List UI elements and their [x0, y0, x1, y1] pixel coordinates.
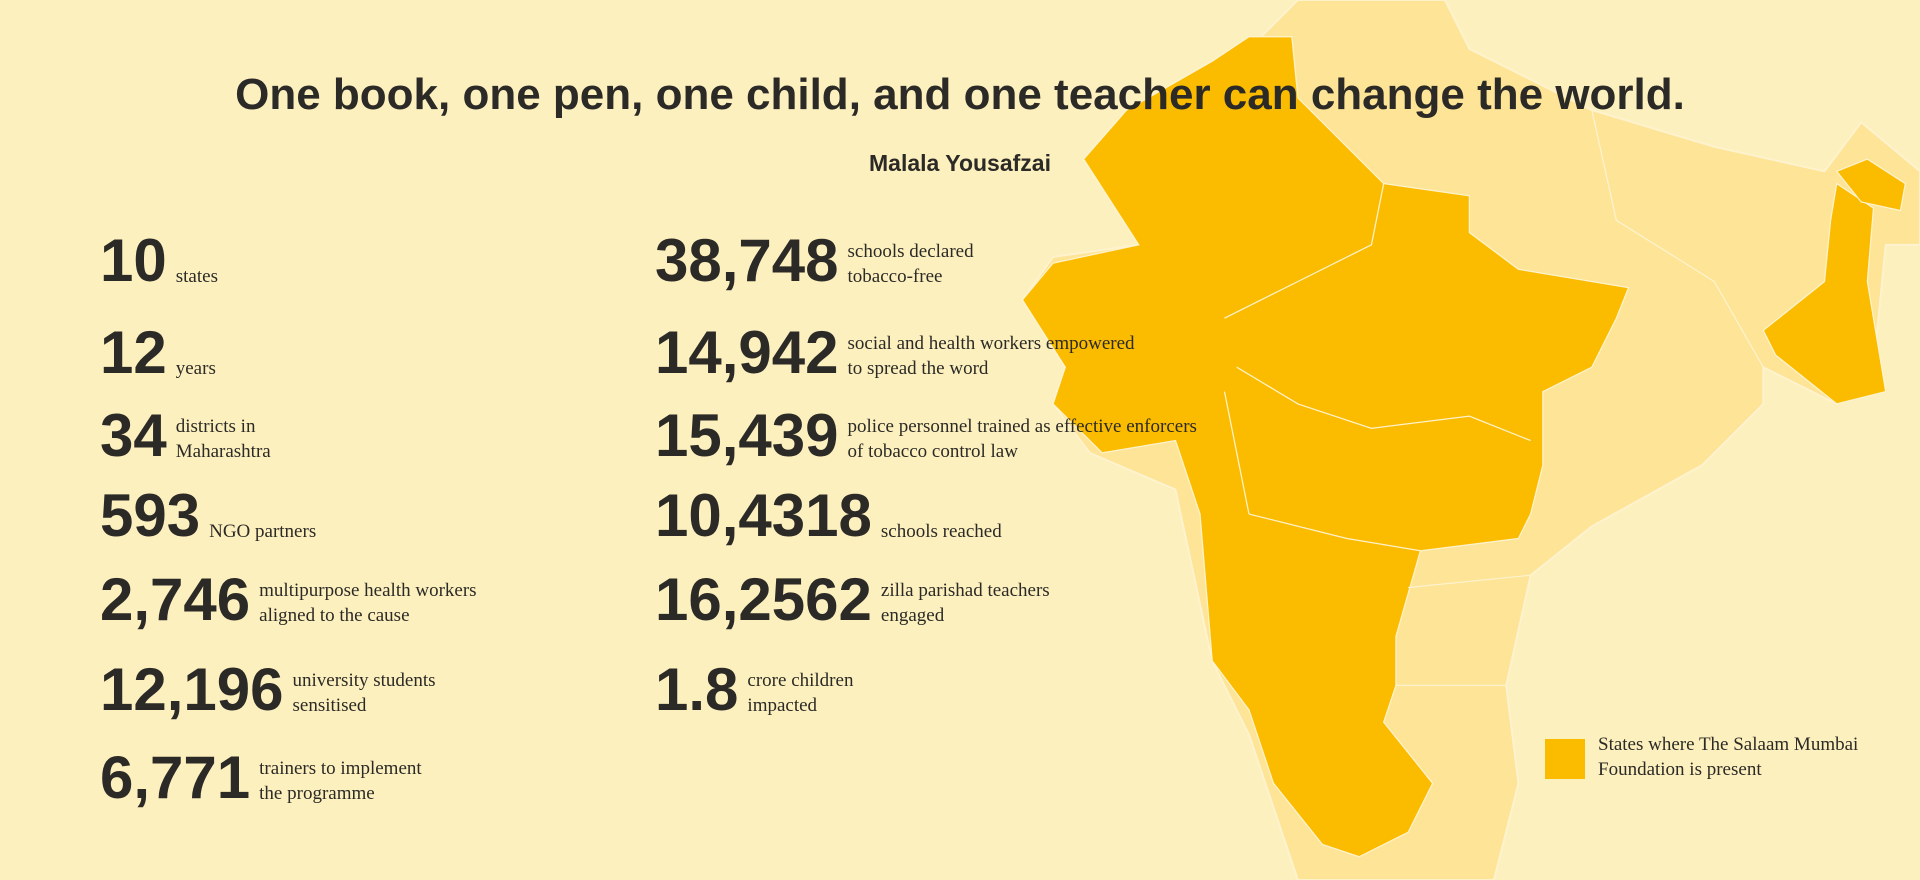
state-borders: [1223, 110, 1764, 687]
stat-item: 16,2562 zilla parishad teachers engaged: [655, 570, 1050, 630]
present-state-northeast: [1835, 158, 1906, 212]
description-line: zilla parishad teachers: [880, 580, 1050, 601]
stat-item: 6,771 trainers to implement the programme: [100, 748, 422, 808]
stat-description: trainers to implement the programme: [259, 756, 422, 808]
stat-number: 12,196: [100, 656, 284, 723]
stat-description: crore children impacted: [747, 668, 853, 720]
stat-number: 12: [100, 319, 167, 386]
description-line: NGO partners: [209, 521, 317, 542]
stat-number: 34: [100, 402, 167, 469]
stat-item: 10 states: [100, 231, 218, 291]
stat-description: years: [176, 356, 216, 383]
stat-number: 38,748: [655, 227, 839, 294]
stat-description: NGO partners: [209, 519, 316, 546]
stat-number: 14,942: [655, 319, 839, 386]
stat-description: multipurpose health workers aligned to th…: [259, 578, 476, 630]
stat-description: social and health workers empowered to sp…: [848, 331, 1135, 383]
stat-item: 593 NGO partners: [100, 486, 316, 546]
description-line: sensitised: [292, 695, 367, 716]
description-line: states: [175, 266, 218, 287]
stat-number: 6,771: [100, 744, 251, 811]
description-line: aligned to the cause: [259, 605, 410, 626]
description-line: of tobacco control law: [847, 441, 1018, 462]
stat-description: schools declared tobacco-free: [848, 239, 974, 291]
stat-number: 1.8: [655, 656, 739, 723]
stat-description: states: [176, 264, 218, 291]
description-line: years: [175, 358, 216, 379]
description-line: schools reached: [880, 521, 1002, 542]
description-line: schools declared: [847, 241, 974, 262]
stat-item: 2,746 multipurpose health workers aligned …: [100, 570, 477, 630]
stat-number: 10,4318: [655, 482, 872, 549]
description-line: trainers to implement: [259, 758, 422, 779]
stat-item: 15,439 police personnel trained as effect…: [655, 406, 1197, 466]
description-line: crore children: [747, 670, 854, 691]
stat-item: 12 years: [100, 323, 216, 383]
legend-swatch: [1545, 739, 1585, 779]
stat-description: schools reached: [881, 519, 1002, 546]
stat-item: 34 districts in Maharashtra: [100, 406, 271, 466]
description-line: Maharashtra: [175, 441, 271, 462]
present-state-east: [1762, 182, 1887, 405]
description-line: the programme: [259, 783, 375, 804]
description-line: tobacco-free: [847, 266, 943, 287]
stat-item: 12,196 university students sensitised: [100, 660, 436, 720]
description-line: engaged: [880, 605, 945, 626]
stat-item: 38,748 schools declared tobacco-free: [655, 231, 974, 291]
present-states: [1021, 36, 1630, 858]
description-line: police personnel trained as effective en…: [847, 416, 1197, 437]
stat-description: police personnel trained as effective en…: [848, 414, 1197, 466]
stat-number: 15,439: [655, 402, 839, 469]
description-line: multipurpose health workers: [259, 580, 477, 601]
legend-text: States where The Salaam Mumbai Foundatio…: [1598, 734, 1859, 780]
stat-item: 1.8 crore children impacted: [655, 660, 853, 720]
stat-description: zilla parishad teachers engaged: [881, 578, 1050, 630]
stat-number: 593: [100, 482, 201, 549]
stat-description: university students sensitised: [293, 668, 436, 720]
description-line: university students: [292, 670, 436, 691]
stat-description: districts in Maharashtra: [176, 414, 271, 466]
quote-author: Malala Yousafzai: [869, 150, 1051, 176]
description-line: to spread the word: [847, 358, 989, 379]
description-line: districts in: [175, 416, 256, 437]
quote: One book, one pen, one child, and one te…: [235, 70, 1685, 119]
description-line: social and health workers empowered: [847, 333, 1135, 354]
stat-item: 14,942 social and health workers empowere…: [655, 323, 1135, 383]
stat-number: 10: [100, 227, 167, 294]
description-line: impacted: [747, 695, 818, 716]
stat-number: 16,2562: [655, 566, 872, 633]
stat-item: 10,4318 schools reached: [655, 486, 1002, 546]
stat-number: 2,746: [100, 566, 251, 633]
